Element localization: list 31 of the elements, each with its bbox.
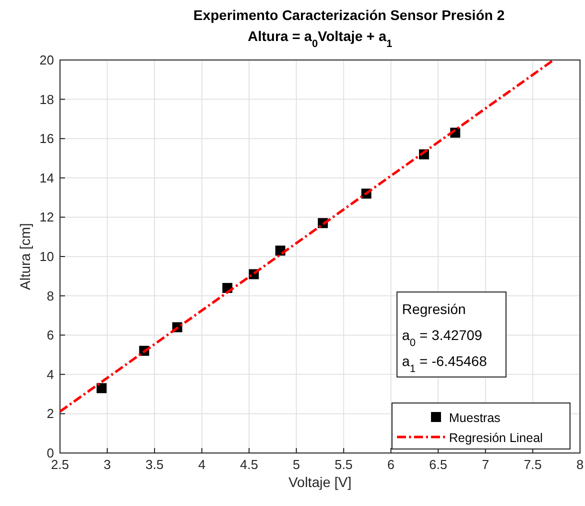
y-tick-label: 16 (40, 131, 54, 146)
point (96, 383, 107, 394)
x-tick-label: 7 (482, 457, 490, 472)
chart-subtitle: Altura = a$_{0}$Voltaje + a$_{1}$ (248, 28, 392, 50)
x-tick-label: 5 (292, 457, 300, 472)
x-tick-label: 6.5 (429, 457, 448, 472)
x-tick-label: 8 (576, 457, 584, 472)
y-tick-label: 14 (40, 170, 54, 186)
y-tick-label: 12 (40, 210, 54, 225)
y-tick-label: 8 (46, 288, 54, 304)
annotation: a$_{0}$ = 3.42709 (402, 327, 482, 349)
y-tick-label: 20 (40, 52, 54, 68)
x-tick-label: 3.5 (146, 457, 164, 472)
annotation: Regresión (402, 301, 466, 317)
x-tick-label: 7.5 (524, 457, 542, 472)
x-tick-label: 6 (387, 457, 395, 472)
y-tick-label: 2 (46, 406, 54, 422)
x-tick-label: 5.5 (334, 457, 353, 472)
x-tick-label: 4 (198, 457, 206, 472)
x-tick-label: 3 (104, 457, 111, 472)
y-axis-title: Altura [cm] (17, 223, 33, 290)
x-tick-label: 4.5 (240, 457, 258, 472)
legend-label: Muestras (449, 411, 500, 425)
legend-label: Regresión Lineal (449, 431, 543, 445)
y-tick-label: 6 (46, 328, 54, 343)
annotation: a$_{1}$ = -6.45468 (402, 353, 488, 375)
chart-title: Experimento Caracterización Sensor Presión 2 (193, 7, 505, 23)
x-axis-title: Voltaje [V] (288, 474, 352, 490)
y-tick-label: 10 (40, 249, 54, 264)
y-tick-label: 18 (40, 92, 54, 107)
y-tick-label: 4 (46, 366, 54, 382)
